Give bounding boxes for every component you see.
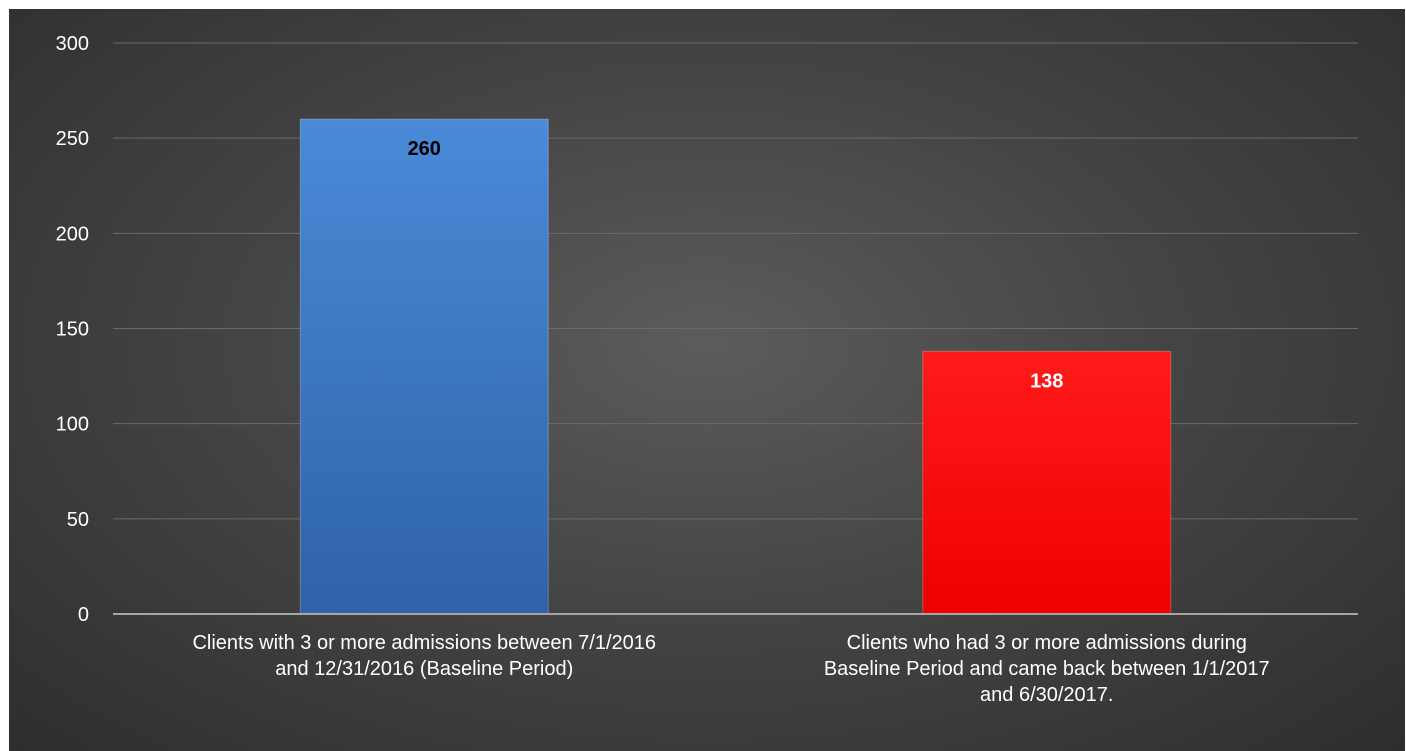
- bars: [299, 118, 1172, 615]
- y-tick-label: 300: [56, 33, 89, 55]
- chart-frame: 0 50 100 150 200 250 300 260 Clients with 3 or m…: [9, 9, 1405, 751]
- x-category-label: Clients with 3 or more admissions betwee…: [192, 632, 656, 680]
- bar: [922, 350, 1172, 615]
- x-category-label-line: Baseline Period and came back between 1/…: [824, 658, 1270, 680]
- y-tick-label: 50: [67, 509, 89, 531]
- y-tick-label: 0: [78, 604, 89, 626]
- x-category-label-line: and 6/30/2017.: [980, 684, 1113, 706]
- bar: [299, 118, 549, 615]
- x-category-label: Clients who had 3 or more admissions dur…: [824, 632, 1270, 706]
- labels: 0 50 100 150 200 250 300 260 Clients with 3 or m…: [56, 33, 1270, 706]
- x-category-label-line: Clients with 3 or more admissions betwee…: [192, 632, 656, 654]
- y-tick-label: 150: [56, 319, 89, 341]
- y-tick-label: 250: [56, 128, 89, 150]
- data-label: 260: [408, 138, 441, 160]
- y-tick-label: 100: [56, 414, 89, 436]
- x-category-label-line: Clients who had 3 or more admissions dur…: [847, 632, 1247, 654]
- data-label: 138: [1030, 370, 1063, 392]
- bar-chart: 0 50 100 150 200 250 300 260 Clients with 3 or m…: [56, 33, 1358, 706]
- y-tick-label: 200: [56, 223, 89, 245]
- x-category-label-line: and 12/31/2016 (Baseline Period): [275, 658, 573, 680]
